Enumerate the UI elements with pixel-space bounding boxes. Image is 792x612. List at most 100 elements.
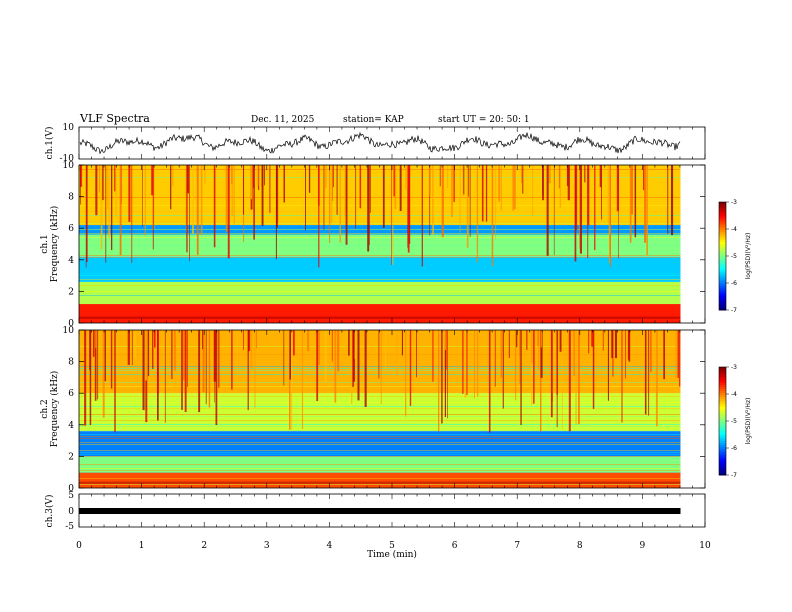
time-tick-label: 8 bbox=[577, 541, 583, 551]
spec-burst bbox=[189, 165, 190, 262]
spec-burst bbox=[466, 330, 468, 396]
spec-burst bbox=[649, 330, 652, 373]
spec-burst bbox=[128, 165, 131, 222]
spec-speckle-row bbox=[79, 484, 681, 485]
spec-burst bbox=[594, 165, 596, 251]
ch1-voltage-ylabel: ch.1(V) bbox=[44, 127, 55, 160]
spec-burst bbox=[575, 330, 577, 425]
spec-burst bbox=[548, 165, 551, 184]
spec-burst bbox=[406, 165, 409, 190]
spec-band bbox=[79, 330, 681, 394]
spec-burst bbox=[602, 330, 604, 351]
spec-burst bbox=[218, 330, 220, 388]
spec-speckle-row bbox=[79, 464, 681, 465]
spec-burst bbox=[293, 330, 295, 356]
spec-burst bbox=[215, 330, 218, 426]
spec-burst bbox=[369, 165, 370, 245]
colorbar-tick-label: -3 bbox=[731, 199, 737, 206]
colorbar-step bbox=[719, 272, 726, 275]
ytick-label: 8 bbox=[68, 193, 74, 203]
colorbar-step bbox=[719, 302, 726, 305]
spec-burst bbox=[587, 165, 590, 226]
colorbar-step bbox=[719, 451, 726, 454]
spec-band bbox=[79, 472, 681, 488]
spec-burst bbox=[89, 330, 91, 371]
colorbar-step bbox=[719, 387, 726, 390]
colorbar-step bbox=[719, 401, 726, 404]
ch1-colorbar-label: log(PSD)(V²/Hz) bbox=[745, 233, 752, 280]
colorbar-step bbox=[719, 202, 726, 205]
spec-burst bbox=[446, 330, 447, 370]
spec-burst bbox=[231, 165, 233, 185]
spec-speckle-row bbox=[79, 454, 681, 455]
spec-burst bbox=[248, 330, 251, 352]
spec-burst bbox=[579, 165, 582, 254]
spec-burst bbox=[114, 165, 116, 192]
spec-burst bbox=[441, 165, 444, 238]
colorbar-step bbox=[719, 427, 726, 430]
ytick-label: 6 bbox=[68, 389, 74, 399]
spec-burst bbox=[269, 165, 271, 213]
spec-speckle-row bbox=[79, 410, 681, 411]
spec-burst bbox=[332, 165, 333, 201]
colorbar-step bbox=[719, 417, 726, 420]
ch1-voltage-xticks bbox=[78, 127, 706, 159]
ch1-ytick-top: 10 bbox=[63, 123, 75, 133]
colorbar-step bbox=[719, 244, 726, 247]
spec-burst bbox=[588, 330, 590, 354]
spec-speckle-row bbox=[79, 285, 681, 286]
spec-burst bbox=[609, 165, 611, 267]
spec-burst bbox=[187, 165, 189, 194]
spec-burst bbox=[394, 165, 397, 210]
spec-burst bbox=[567, 165, 570, 201]
spec-burst bbox=[85, 165, 87, 268]
spec-speckle-row bbox=[79, 472, 681, 473]
ch2-spectrogram-xticks bbox=[78, 330, 706, 488]
colorbar-step bbox=[719, 308, 726, 311]
colorbar-step bbox=[719, 373, 726, 376]
ch1-voltage-panel: 10 -10 ch.1(V) bbox=[44, 123, 706, 164]
spec-burst bbox=[145, 330, 147, 381]
spec-burst bbox=[447, 330, 448, 419]
spec-burst bbox=[289, 330, 291, 430]
colorbar-step bbox=[719, 214, 726, 217]
colorbar-step bbox=[719, 306, 726, 309]
spec-burst bbox=[330, 165, 333, 224]
spec-burst bbox=[378, 330, 380, 379]
spec-burst bbox=[174, 330, 176, 371]
time-tick-label: 6 bbox=[452, 541, 458, 551]
time-tick-label: 3 bbox=[264, 541, 270, 551]
colorbar-step bbox=[719, 367, 726, 370]
colorbar-step bbox=[719, 230, 726, 233]
ch2-spectrogram-ylabel-frequency: Frequency (kHz) bbox=[49, 371, 60, 448]
colorbar-step bbox=[719, 437, 726, 440]
spec-burst bbox=[531, 330, 533, 405]
spec-burst bbox=[533, 330, 535, 404]
spec-burst bbox=[409, 330, 412, 406]
colorbar-step bbox=[719, 270, 726, 273]
spec-burst bbox=[553, 165, 555, 255]
spec-burst bbox=[115, 165, 117, 217]
spec-burst bbox=[154, 330, 156, 348]
spec-burst bbox=[92, 330, 95, 357]
spec-burst bbox=[601, 165, 602, 220]
spec-burst bbox=[614, 330, 617, 359]
spec-burst bbox=[305, 165, 306, 231]
spec-burst bbox=[316, 330, 319, 401]
spec-burst bbox=[227, 165, 230, 259]
figure-title: VLF Spectra bbox=[79, 112, 150, 125]
ytick-label: 10 bbox=[63, 326, 75, 336]
spec-burst bbox=[508, 330, 510, 358]
spec-burst bbox=[643, 165, 645, 191]
colorbar-step bbox=[719, 385, 726, 388]
spec-burst bbox=[119, 165, 122, 256]
spec-burst bbox=[655, 330, 658, 427]
spec-burst bbox=[127, 330, 130, 365]
spec-burst bbox=[550, 330, 553, 418]
colorbar-step bbox=[719, 403, 726, 406]
colorbar-step bbox=[719, 278, 726, 281]
ytick-label: 10 bbox=[63, 161, 75, 171]
spec-burst bbox=[438, 330, 440, 432]
ytick-label: 4 bbox=[68, 421, 74, 431]
spec-burst bbox=[202, 330, 205, 393]
